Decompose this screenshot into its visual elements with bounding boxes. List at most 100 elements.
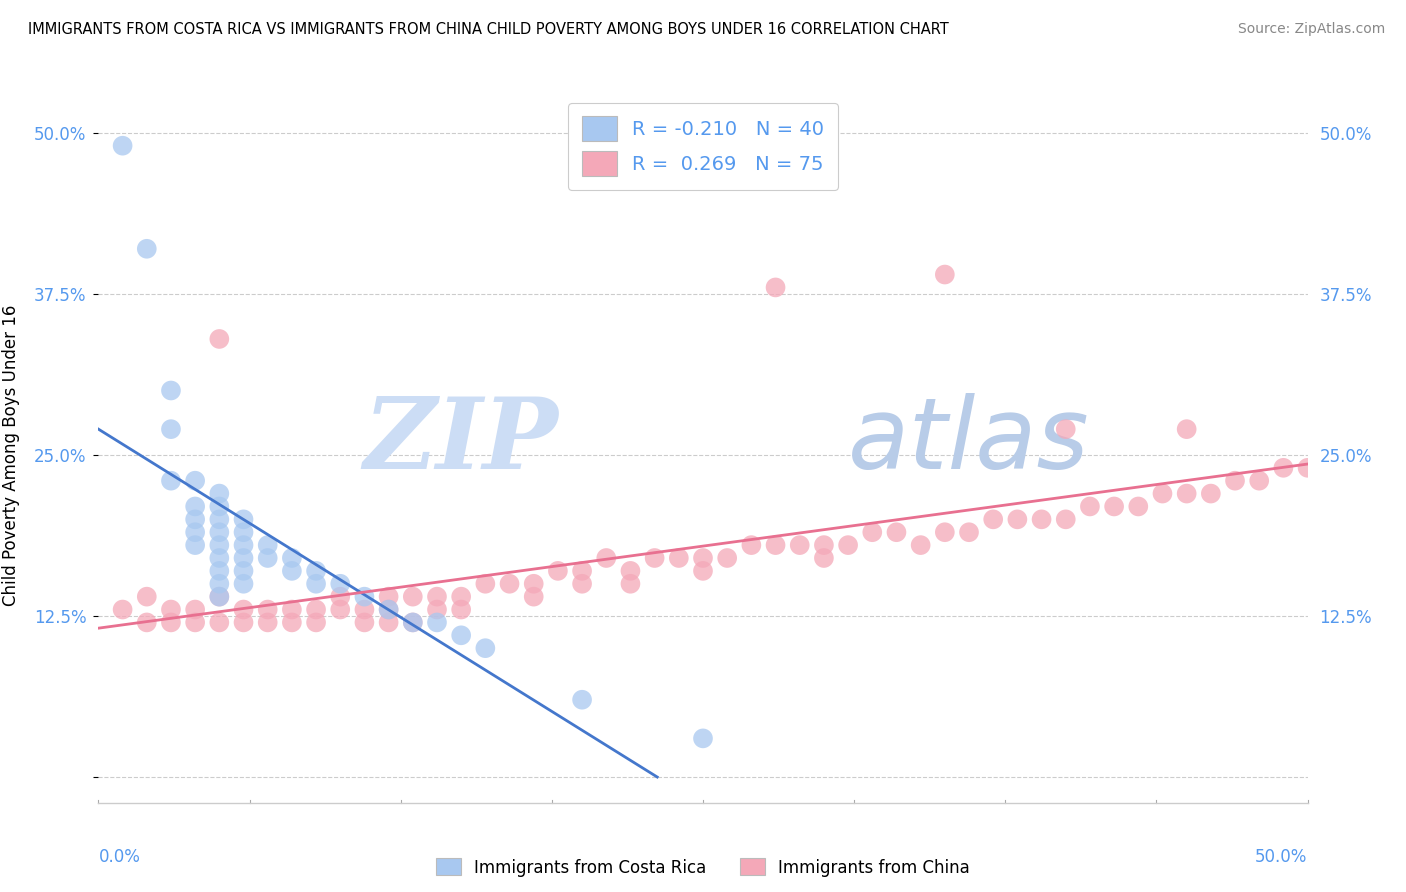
Point xyxy=(619,564,641,578)
Point xyxy=(644,551,666,566)
Point xyxy=(208,615,231,630)
Text: Source: ZipAtlas.com: Source: ZipAtlas.com xyxy=(1237,22,1385,37)
Point xyxy=(329,602,352,616)
Point xyxy=(232,551,254,566)
Point xyxy=(135,590,157,604)
Point xyxy=(402,590,425,604)
Point xyxy=(910,538,932,552)
Point xyxy=(208,564,231,578)
Point xyxy=(111,602,134,616)
Point xyxy=(692,564,714,578)
Point xyxy=(402,615,425,630)
Point xyxy=(329,576,352,591)
Point xyxy=(523,590,546,604)
Point xyxy=(184,500,207,514)
Text: 50.0%: 50.0% xyxy=(1256,848,1308,866)
Point xyxy=(1272,460,1295,475)
Point xyxy=(184,474,207,488)
Point xyxy=(281,602,304,616)
Point xyxy=(281,564,304,578)
Point xyxy=(353,602,375,616)
Point xyxy=(934,525,956,540)
Point xyxy=(184,525,207,540)
Point xyxy=(208,538,231,552)
Point xyxy=(160,474,183,488)
Point xyxy=(111,138,134,153)
Point xyxy=(184,615,207,630)
Point xyxy=(813,551,835,566)
Point xyxy=(256,551,278,566)
Point xyxy=(232,538,254,552)
Point xyxy=(305,564,328,578)
Point xyxy=(571,564,593,578)
Point xyxy=(160,422,183,436)
Point xyxy=(765,538,787,552)
Point xyxy=(886,525,908,540)
Point xyxy=(1175,422,1198,436)
Point xyxy=(692,731,714,746)
Point xyxy=(668,551,690,566)
Point xyxy=(1007,512,1029,526)
Point xyxy=(571,692,593,706)
Text: IMMIGRANTS FROM COSTA RICA VS IMMIGRANTS FROM CHINA CHILD POVERTY AMONG BOYS UND: IMMIGRANTS FROM COSTA RICA VS IMMIGRANTS… xyxy=(28,22,949,37)
Point xyxy=(571,576,593,591)
Point xyxy=(208,590,231,604)
Point xyxy=(981,512,1004,526)
Point xyxy=(1054,422,1077,436)
Point xyxy=(329,590,352,604)
Point xyxy=(208,332,231,346)
Point xyxy=(305,615,328,630)
Point xyxy=(474,641,496,656)
Point xyxy=(256,602,278,616)
Point xyxy=(837,538,859,552)
Text: ZIP: ZIP xyxy=(363,392,558,489)
Point xyxy=(619,576,641,591)
Point xyxy=(1223,474,1246,488)
Legend: Immigrants from Costa Rica, Immigrants from China: Immigrants from Costa Rica, Immigrants f… xyxy=(427,850,979,885)
Point xyxy=(595,551,617,566)
Point xyxy=(860,525,883,540)
Point xyxy=(232,576,254,591)
Point xyxy=(256,615,278,630)
Point xyxy=(765,280,787,294)
Point xyxy=(184,512,207,526)
Point xyxy=(353,590,375,604)
Point xyxy=(232,564,254,578)
Point xyxy=(1249,474,1271,488)
Point xyxy=(426,615,449,630)
Point xyxy=(305,602,328,616)
Point xyxy=(208,486,231,500)
Text: atlas: atlas xyxy=(848,392,1090,490)
Point xyxy=(547,564,569,578)
Point xyxy=(813,538,835,552)
Point xyxy=(208,500,231,514)
Point xyxy=(305,576,328,591)
Point xyxy=(450,628,472,642)
Point xyxy=(426,602,449,616)
Text: 0.0%: 0.0% xyxy=(98,848,141,866)
Point xyxy=(498,576,520,591)
Point xyxy=(160,384,183,398)
Y-axis label: Child Poverty Among Boys Under 16: Child Poverty Among Boys Under 16 xyxy=(1,304,20,606)
Point xyxy=(377,615,399,630)
Point xyxy=(377,602,399,616)
Point xyxy=(256,538,278,552)
Point xyxy=(1175,486,1198,500)
Point xyxy=(1152,486,1174,500)
Point xyxy=(281,615,304,630)
Point xyxy=(377,602,399,616)
Point xyxy=(1054,512,1077,526)
Point xyxy=(208,525,231,540)
Point xyxy=(160,615,183,630)
Point xyxy=(353,615,375,630)
Point xyxy=(281,551,304,566)
Point xyxy=(208,551,231,566)
Point xyxy=(716,551,738,566)
Point xyxy=(474,576,496,591)
Point xyxy=(402,615,425,630)
Point xyxy=(426,590,449,604)
Point xyxy=(160,602,183,616)
Point xyxy=(1296,460,1319,475)
Point xyxy=(450,602,472,616)
Point xyxy=(523,576,546,591)
